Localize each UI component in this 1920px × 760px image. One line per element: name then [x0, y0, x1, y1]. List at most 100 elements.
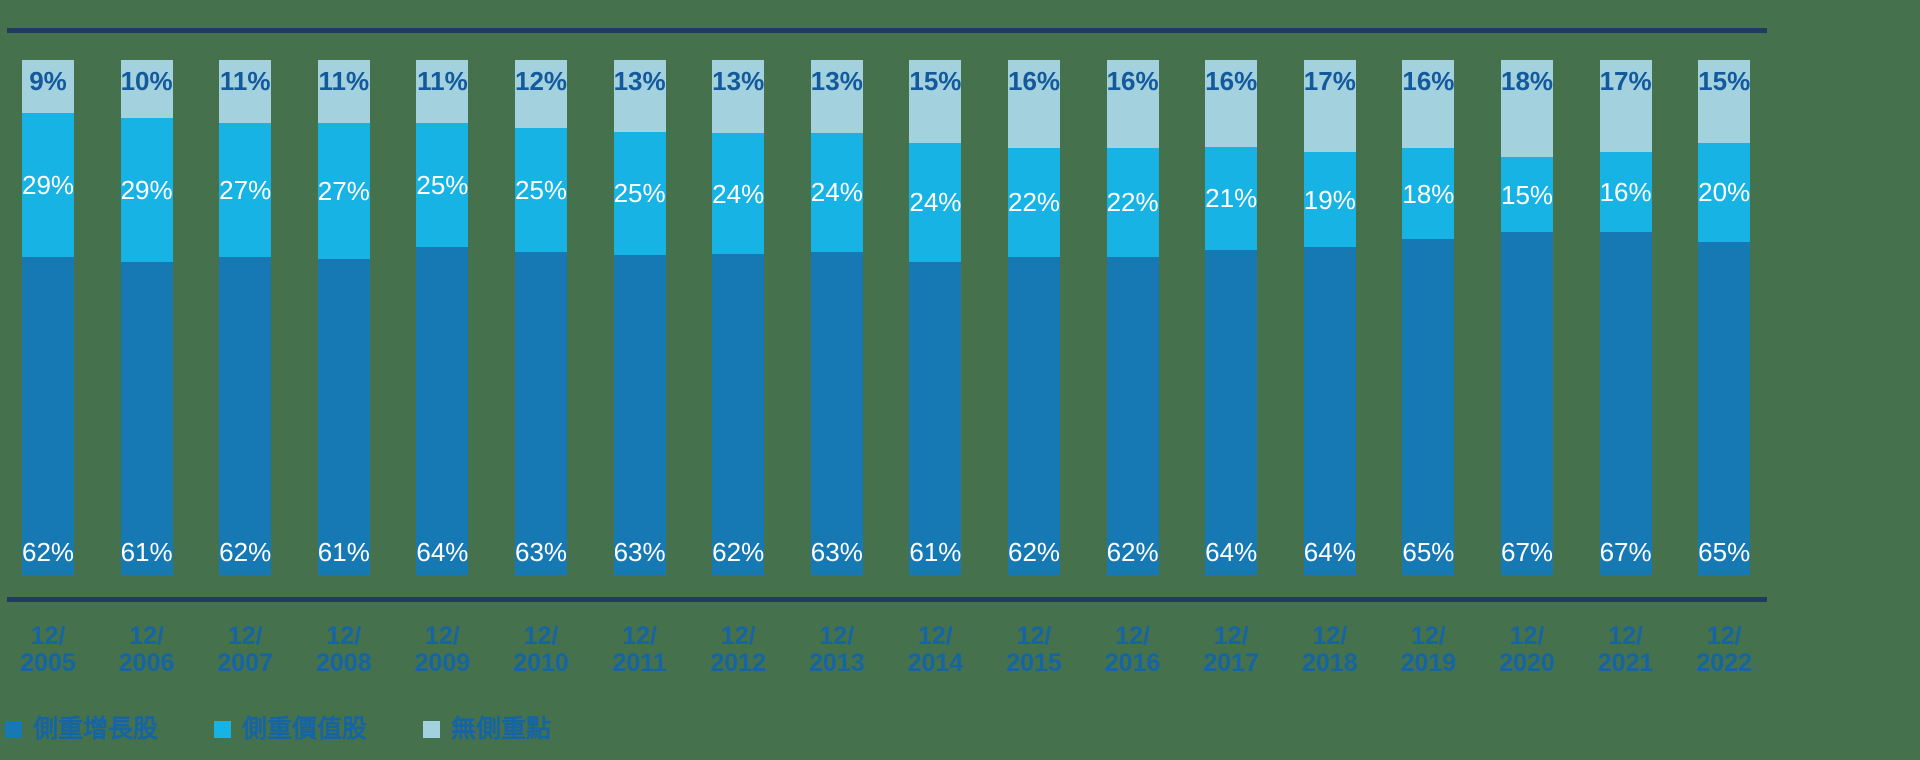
segment-無側重點: 15% [1698, 60, 1750, 143]
segment-value-label: 63% [613, 537, 666, 567]
bar-12-2007: 11% 27% 62% [219, 60, 271, 575]
segment-value-label: 13% [810, 66, 863, 96]
segment-value-label: 20% [1698, 177, 1751, 208]
x-tick-label-2018: 12/2018 [1301, 622, 1358, 677]
legend-swatch-icon [5, 721, 22, 738]
segment-value-label: 12% [514, 66, 568, 96]
segment-側重增長股: 62% [1008, 256, 1060, 575]
segment-value-label: 64% [1205, 537, 1258, 568]
segment-無側重點: 13% [811, 60, 863, 133]
segment-value-label: 64% [416, 537, 469, 567]
segment-側重價值股: 25% [614, 131, 666, 255]
legend-swatch-icon [214, 721, 232, 738]
segment-value-label: 65% [1698, 537, 1751, 567]
bar-12-2010: 12% 25% 63% [515, 60, 567, 575]
x-tick-label-2012: 12/2012 [710, 622, 766, 677]
x-tick-label-2009: 12/2009 [414, 622, 471, 677]
segment-側重價值股: 25% [416, 122, 468, 247]
segment-無側重點: 9% [22, 60, 74, 113]
x-axis-tick-labels: 12/2005 12/2006 12/2007 12/2008 12/2009 12/20… [20, 622, 1782, 683]
segment-側重價值股: 27% [318, 123, 370, 259]
x-tick-label-2006: 12/2006 [118, 622, 175, 677]
segment-無側重點: 17% [1599, 60, 1652, 153]
segment-value-label: 61% [909, 537, 962, 567]
bar-12-2020: 18% 15% 67% [1501, 60, 1553, 575]
segment-value-label: 62% [219, 537, 272, 567]
segment-value-label: 15% [909, 66, 962, 96]
x-axis-line [7, 597, 1767, 602]
segment-value-label: 13% [712, 66, 765, 96]
segment-無側重點: 16% [1402, 60, 1455, 149]
x-tick-label-2022: 12/2022 [1696, 622, 1752, 677]
segment-側重價值股: 27% [219, 122, 271, 257]
segment-側重價值股: 16% [1600, 152, 1652, 232]
segment-value-label: 25% [514, 174, 568, 205]
x-tick-label-2019: 12/2019 [1400, 622, 1457, 677]
segment-側重增長股: 67% [1600, 232, 1652, 575]
segment-value-label: 62% [21, 537, 75, 567]
segment-側重增長股: 64% [1304, 246, 1356, 575]
segment-value-label: 15% [1500, 179, 1554, 210]
segment-value-label: 24% [712, 178, 765, 209]
bar-12-2011: 13% 25% 63% [614, 60, 666, 575]
segment-側重價值股: 29% [21, 112, 75, 257]
segment-無側重點: 15% [909, 60, 961, 143]
legend-label: 側重價值股 [242, 715, 368, 743]
segment-側重價值股: 21% [1205, 146, 1258, 251]
segment-無側重點: 16% [1107, 60, 1159, 148]
x-tick-label-2021: 12/2021 [1597, 622, 1654, 677]
segment-側重價值股: 18% [1402, 148, 1455, 239]
plot-area: 9% 29% 62% 10% 29% 61% 11% 27% 62% 11% 27% 61% 11% 25… [21, 60, 1782, 576]
segment-value-label: 29% [120, 174, 173, 205]
segment-value-label: 18% [1402, 178, 1455, 209]
segment-側重價值股: 25% [514, 127, 568, 252]
segment-側重增長股: 67% [1501, 232, 1553, 575]
bar-12-2021: 17% 16% 67% [1600, 60, 1652, 575]
segment-側重增長股: 61% [120, 261, 173, 575]
segment-無側重點: 16% [1008, 60, 1060, 148]
legend-label: 側重增長股 [33, 715, 159, 743]
segment-無側重點: 11% [219, 60, 272, 123]
segment-value-label: 29% [21, 169, 75, 200]
segment-側重增長股: 65% [1698, 241, 1751, 575]
segment-無側重點: 11% [317, 60, 370, 124]
segment-value-label: 21% [1205, 183, 1258, 214]
segment-value-label: 61% [120, 537, 173, 567]
segment-側重增長股: 62% [712, 253, 765, 575]
x-tick-label-2007: 12/2007 [217, 622, 273, 677]
legend-item-側重增長股: 側重增長股 [5, 717, 158, 742]
segment-側重價值股: 22% [1008, 147, 1060, 257]
segment-側重增長股: 61% [909, 261, 962, 575]
bar-12-2018: 17% 19% 64% [1304, 60, 1356, 575]
segment-value-label: 17% [1303, 66, 1356, 96]
segment-value-label: 16% [1106, 66, 1159, 96]
x-tick-label-2014: 12/2014 [907, 622, 964, 677]
x-tick-label-2017: 12/2017 [1203, 622, 1259, 677]
segment-value-label: 63% [810, 537, 863, 567]
legend-swatch-icon [423, 721, 441, 738]
segment-value-label: 11% [219, 66, 271, 96]
segment-value-label: 67% [1599, 536, 1652, 567]
segment-側重價值股: 29% [120, 117, 173, 262]
segment-value-label: 11% [318, 66, 370, 96]
x-tick-label-2005: 12/2005 [20, 622, 76, 677]
segment-側重增長股: 61% [317, 258, 370, 575]
segment-value-label: 61% [317, 537, 370, 567]
segment-側重價值股: 24% [810, 132, 863, 252]
bar-12-2019: 16% 18% 65% [1402, 60, 1454, 575]
segment-value-label: 10% [120, 66, 173, 96]
segment-value-label: 65% [1402, 537, 1455, 567]
segment-value-label: 27% [317, 175, 370, 206]
segment-側重增長股: 62% [21, 256, 75, 575]
segment-value-label: 16% [1402, 66, 1455, 96]
bar-12-2014: 15% 24% 61% [909, 60, 961, 575]
x-tick-label-2008: 12/2008 [315, 622, 372, 677]
segment-value-label: 17% [1599, 66, 1652, 96]
segment-value-label: 24% [810, 177, 863, 208]
segment-value-label: 62% [712, 537, 765, 567]
legend-item-側重價值股: 側重價值股 [214, 717, 367, 742]
segment-value-label: 15% [1698, 66, 1751, 96]
segment-value-label: 67% [1500, 536, 1554, 567]
segment-無側重點: 11% [416, 60, 469, 123]
